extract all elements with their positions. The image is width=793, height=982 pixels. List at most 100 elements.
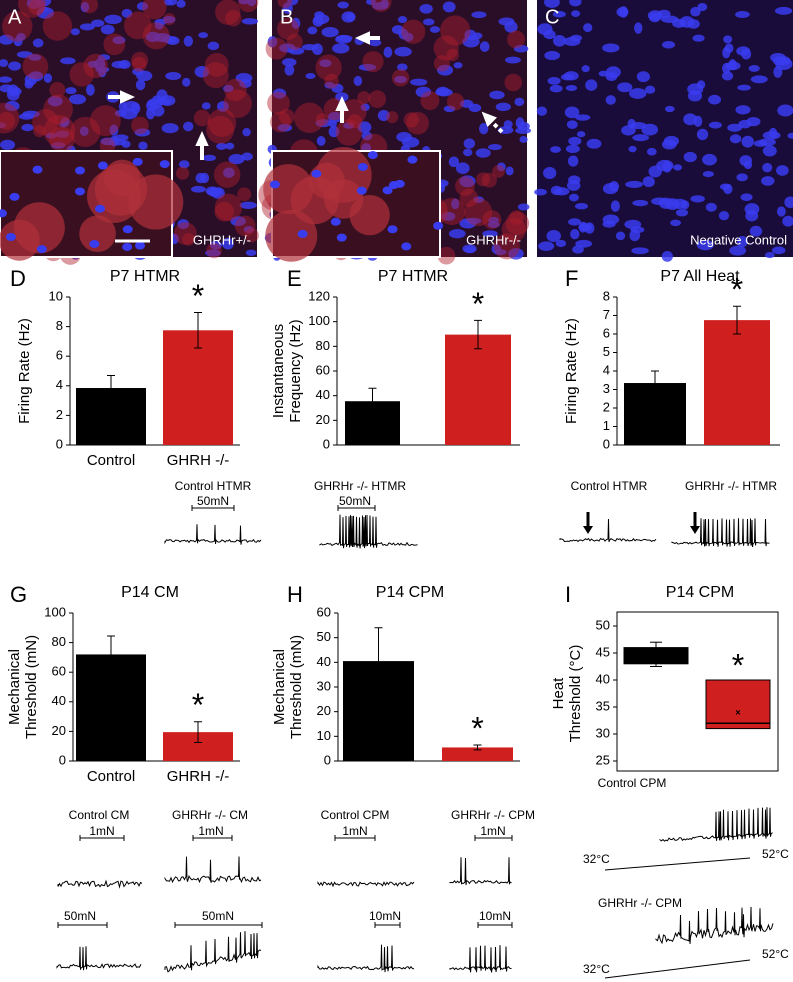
nucleus — [38, 6, 48, 13]
cell — [265, 37, 288, 60]
cell — [223, 89, 252, 118]
nucleus — [517, 203, 530, 211]
cell — [267, 91, 290, 115]
nucleus — [708, 121, 722, 129]
nucleus — [552, 10, 566, 18]
temperature-label: 52°C — [762, 847, 789, 861]
nucleus — [111, 60, 128, 69]
nucleus — [496, 162, 506, 172]
nucleus — [549, 84, 563, 93]
x-tick-label: Control — [87, 452, 135, 469]
nucleus — [761, 176, 775, 186]
nucleus — [441, 211, 456, 221]
nucleus — [225, 142, 235, 150]
y-axis-label: Threshold (°C) — [567, 645, 584, 743]
nucleus — [448, 229, 466, 239]
y-tick-label: 2 — [56, 407, 63, 422]
cell — [406, 111, 430, 135]
cell — [433, 35, 459, 61]
nucleus — [239, 201, 257, 209]
nucleus — [459, 218, 477, 229]
nucleus — [165, 72, 182, 81]
nucleus — [514, 97, 525, 107]
y-tick-label: 8 — [603, 288, 610, 303]
cell — [124, 11, 152, 40]
nucleus — [80, 1, 90, 13]
nucleus — [377, 110, 390, 121]
chart-title: P7 HTMR — [110, 268, 180, 285]
cell — [224, 78, 247, 102]
cell — [33, 124, 46, 138]
cell — [286, 33, 303, 50]
nucleus — [642, 176, 655, 188]
nucleus — [605, 66, 621, 79]
cell — [131, 51, 149, 69]
annotation: * — [192, 278, 204, 314]
nucleus — [482, 230, 498, 238]
cell — [459, 188, 479, 208]
arrow-head — [355, 31, 370, 45]
nucleus — [693, 115, 703, 127]
nucleus — [79, 126, 89, 136]
annotation: * — [192, 687, 204, 723]
nucleus — [504, 56, 521, 64]
x-tick-label: GHRH -/- — [167, 768, 230, 785]
nucleus — [207, 41, 220, 51]
nucleus — [65, 87, 77, 95]
nucleus — [708, 94, 722, 105]
nucleus — [228, 154, 245, 165]
chart-title: P14 CPM — [666, 584, 734, 601]
y-tick-label: 100 — [44, 604, 66, 619]
stimulus-label: 1mN — [89, 824, 114, 838]
cell — [2, 11, 33, 42]
cell — [455, 176, 475, 196]
inset-nucleus — [122, 225, 133, 234]
stimulus-label: 1mN — [480, 824, 505, 838]
nucleus — [683, 151, 697, 163]
cell — [237, 187, 252, 202]
cell — [341, 99, 367, 125]
nucleus — [544, 0, 560, 8]
inset-cell — [265, 209, 318, 262]
nucleus — [287, 0, 299, 6]
nucleus — [448, 156, 460, 168]
nucleus — [632, 134, 650, 142]
arrow-head — [481, 111, 497, 127]
nucleus — [423, 18, 435, 26]
nucleus — [737, 84, 751, 91]
inset-nucleus — [388, 181, 399, 190]
cell — [83, 53, 108, 79]
trace — [164, 856, 262, 884]
nucleus — [479, 41, 490, 52]
panel-letter: C — [545, 6, 559, 28]
nucleus — [134, 128, 151, 137]
image-caption: GHRHr+/- — [193, 232, 251, 247]
nucleus — [394, 46, 412, 57]
nucleus — [585, 79, 598, 91]
chart-title: P14 CM — [121, 584, 179, 601]
temperature-label: 32°C — [583, 962, 610, 976]
nucleus — [784, 196, 793, 209]
error-bar — [107, 374, 115, 402]
nucleus — [764, 252, 775, 259]
trace — [671, 518, 770, 548]
cell — [315, 54, 342, 81]
error-bar — [368, 387, 377, 415]
nucleus — [475, 148, 491, 158]
stimulus-label: 50mN — [339, 494, 371, 508]
nucleus — [136, 2, 149, 11]
cell — [0, 102, 20, 134]
nucleus — [776, 165, 789, 176]
nucleus — [328, 125, 340, 138]
y-tick-label: 10 — [49, 288, 63, 303]
nucleus — [291, 17, 301, 29]
nucleus — [114, 109, 127, 117]
y-tick-label: 5 — [603, 344, 610, 359]
cell — [193, 109, 211, 127]
y-tick-label: 45 — [596, 644, 610, 659]
nucleus — [464, 246, 476, 254]
nucleus — [536, 106, 548, 116]
nucleus — [632, 199, 649, 207]
nucleus — [735, 105, 751, 115]
nucleus — [537, 23, 553, 35]
